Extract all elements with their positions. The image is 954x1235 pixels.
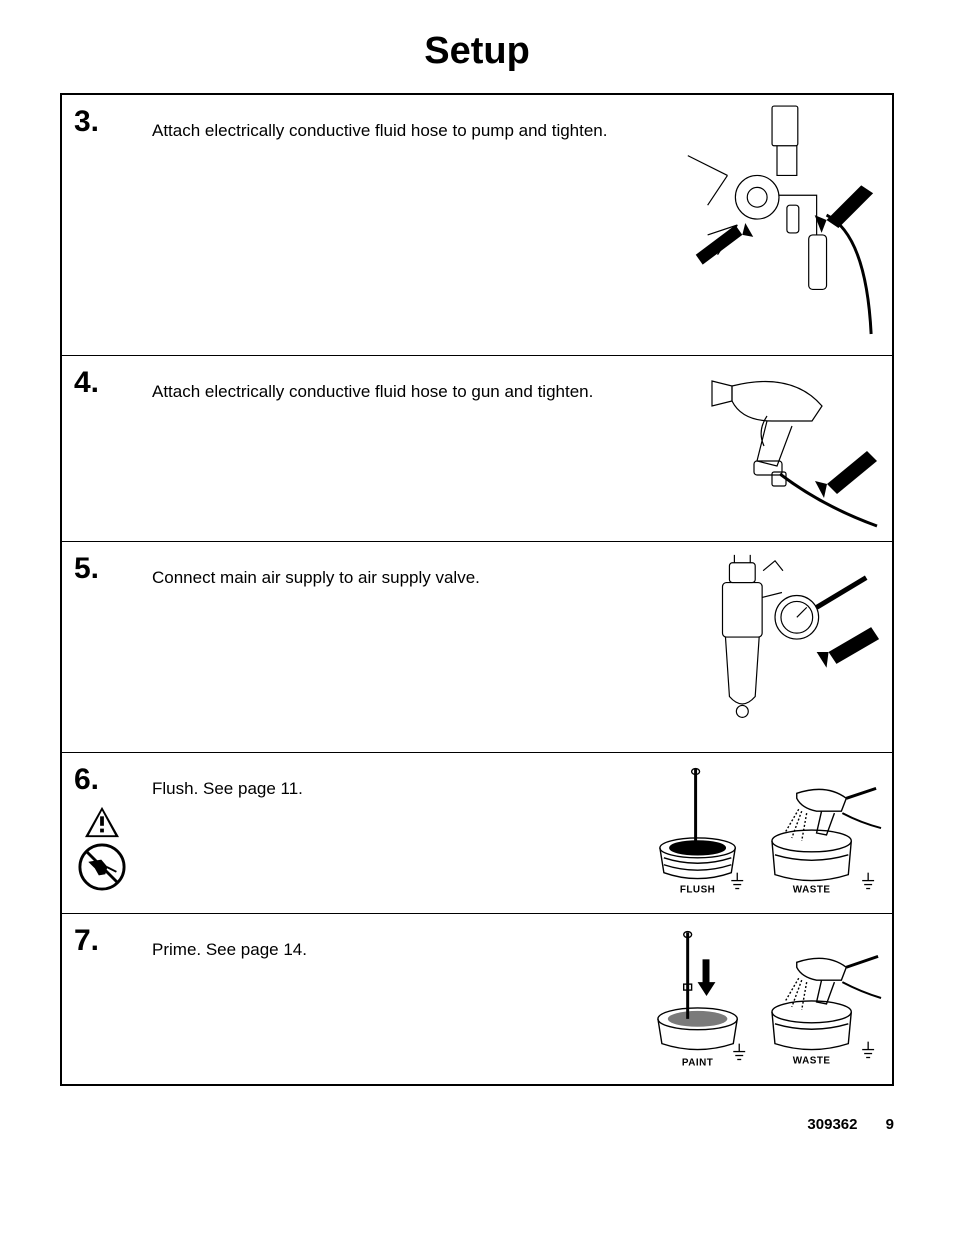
warning-icon <box>83 805 121 839</box>
step-text: Attach electrically conductive fluid hos… <box>142 356 662 541</box>
step-number-cell: 5. <box>62 542 142 752</box>
step-text: Prime. See page 14. <box>142 914 642 1084</box>
pump-hose-illustration <box>668 105 886 345</box>
gun-hose-illustration <box>672 366 882 531</box>
step-text: Attach electrically conductive fluid hos… <box>142 95 662 355</box>
step-image <box>662 95 892 355</box>
step-icons <box>78 805 126 891</box>
step-number-cell: 4. <box>62 356 142 541</box>
bucket-label-right: WASTE <box>793 885 831 896</box>
air-supply-illustration <box>668 552 886 742</box>
prime-illustration: PAINT <box>648 924 886 1074</box>
page-number: 9 <box>886 1116 894 1133</box>
step-number: 4. <box>70 366 99 400</box>
step-number: 5. <box>70 552 99 586</box>
step-text: Flush. See page 11. <box>142 753 642 913</box>
step-row: 4. Attach electrically conductive fluid … <box>62 356 892 542</box>
step-number: 3. <box>70 105 99 139</box>
step-image: FLUSH <box>642 753 892 913</box>
bucket-label-right: WASTE <box>793 1055 831 1066</box>
step-row: 3. Attach electrically conductive fluid … <box>62 95 892 356</box>
step-number-cell: 3. <box>62 95 142 355</box>
page-title: Setup <box>60 30 894 73</box>
steps-table: 3. Attach electrically conductive fluid … <box>60 93 894 1086</box>
step-text: Connect main air supply to air supply va… <box>142 542 662 752</box>
doc-number: 309362 <box>807 1116 857 1133</box>
page-footer: 309362 9 <box>60 1086 894 1133</box>
bucket-label-left: FLUSH <box>680 885 716 896</box>
step-row: 5. Connect main air supply to air supply… <box>62 542 892 753</box>
step-number: 7. <box>70 924 99 958</box>
step-number: 6. <box>70 763 99 797</box>
step-number-cell: 6. <box>62 753 142 913</box>
step-image: PAINT <box>642 914 892 1084</box>
step-row: 7. Prime. See page 14. <box>62 914 892 1084</box>
step-number-cell: 7. <box>62 914 142 1084</box>
no-spray-icon <box>78 843 126 891</box>
step-image <box>662 356 892 541</box>
step-image <box>662 542 892 752</box>
step-row: 6. <box>62 753 892 914</box>
page: Setup 3. Attach electrically conductive … <box>0 0 954 1153</box>
flush-illustration: FLUSH <box>648 763 886 903</box>
bucket-label-left: PAINT <box>682 1057 713 1068</box>
